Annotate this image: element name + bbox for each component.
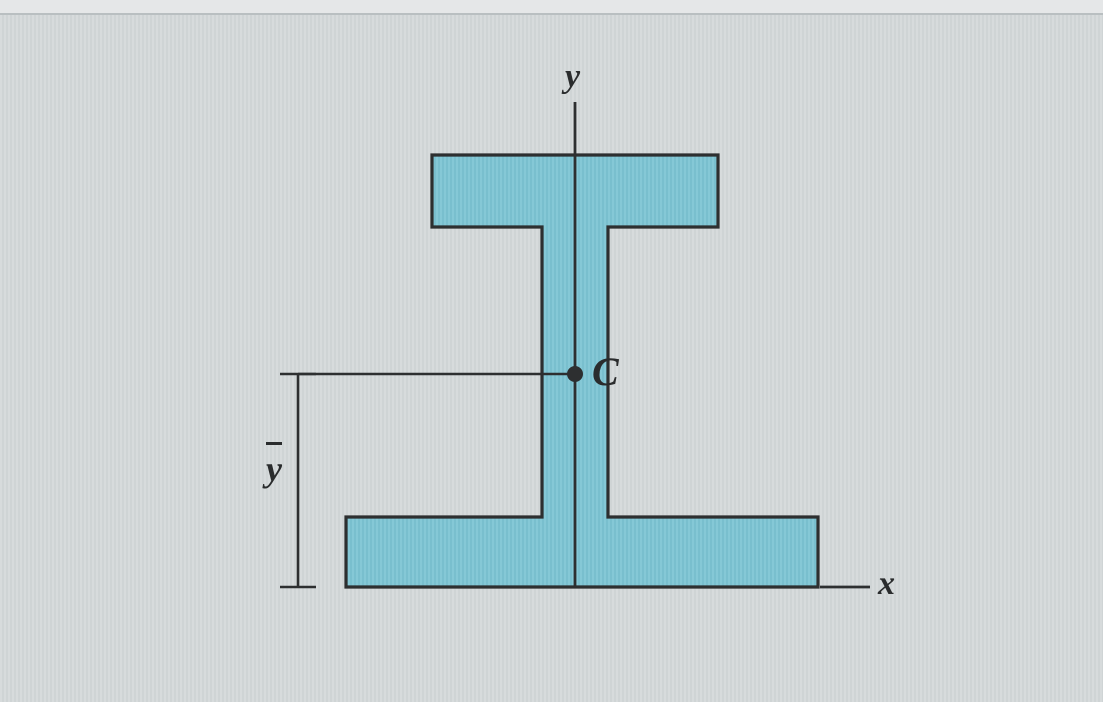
background xyxy=(0,0,1103,702)
centroid-point xyxy=(567,366,583,382)
